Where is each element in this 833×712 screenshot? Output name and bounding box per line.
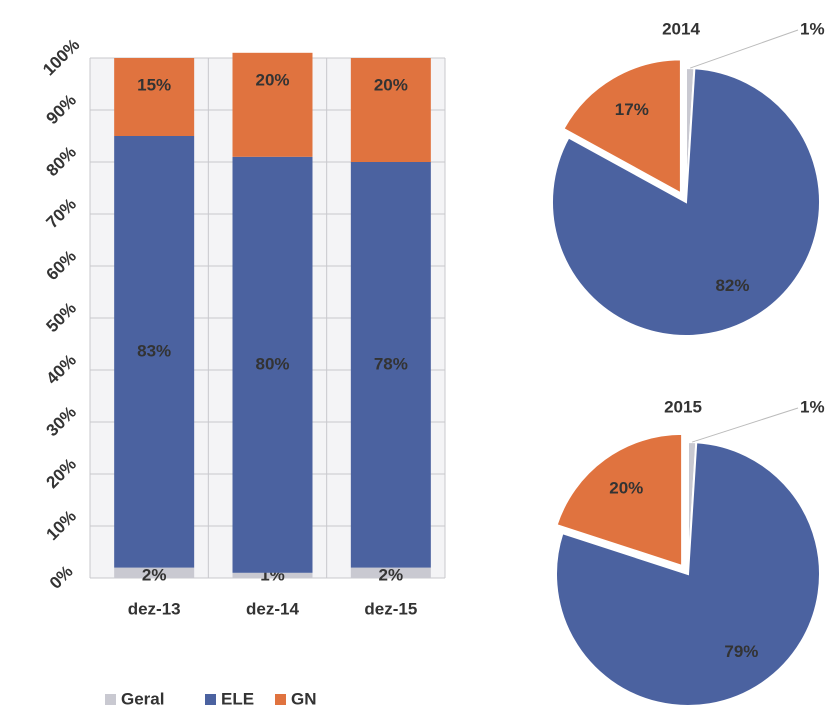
legend-swatch	[205, 694, 216, 705]
data-label: 17%	[615, 100, 649, 119]
x-tick-label: dez-15	[364, 599, 417, 618]
bar-segment	[350, 567, 431, 578]
bar-segment	[350, 58, 431, 162]
data-label: 79%	[724, 642, 758, 661]
x-tick-label: dez-13	[128, 599, 181, 618]
leader-line	[690, 29, 799, 69]
bar-segment	[232, 52, 313, 157]
data-label: 2%	[379, 565, 404, 584]
data-label: 15%	[137, 75, 171, 94]
data-label: 2%	[142, 565, 167, 584]
data-label: 20%	[609, 479, 643, 498]
pie-title: 2014	[662, 19, 700, 38]
pie-slice	[555, 441, 821, 707]
legend-label: Geral	[121, 689, 164, 708]
leader-line	[691, 407, 799, 443]
bar-segment	[114, 136, 195, 568]
data-label: 20%	[255, 70, 289, 89]
pie-slice	[551, 67, 821, 337]
bar-segment	[232, 156, 313, 573]
bar-segment	[232, 572, 313, 578]
bar-segment	[350, 162, 431, 568]
data-label: 82%	[715, 276, 749, 295]
pie-title: 2015	[664, 397, 702, 416]
data-label: 1%	[800, 397, 825, 416]
bar-segment	[114, 58, 195, 136]
pie-slice	[555, 432, 684, 568]
pie-slice	[562, 58, 682, 196]
data-label: 20%	[374, 75, 408, 94]
bar-segment	[114, 567, 195, 578]
x-tick-label: dez-14	[246, 599, 299, 618]
legend-label: GN	[291, 689, 317, 708]
legend-label: ELE	[221, 689, 254, 708]
legend-swatch	[275, 694, 286, 705]
legend-swatch	[105, 694, 116, 705]
data-label: 83%	[137, 341, 171, 360]
data-label: 78%	[374, 354, 408, 373]
data-label: 80%	[255, 354, 289, 373]
data-label: 1%	[800, 19, 825, 38]
